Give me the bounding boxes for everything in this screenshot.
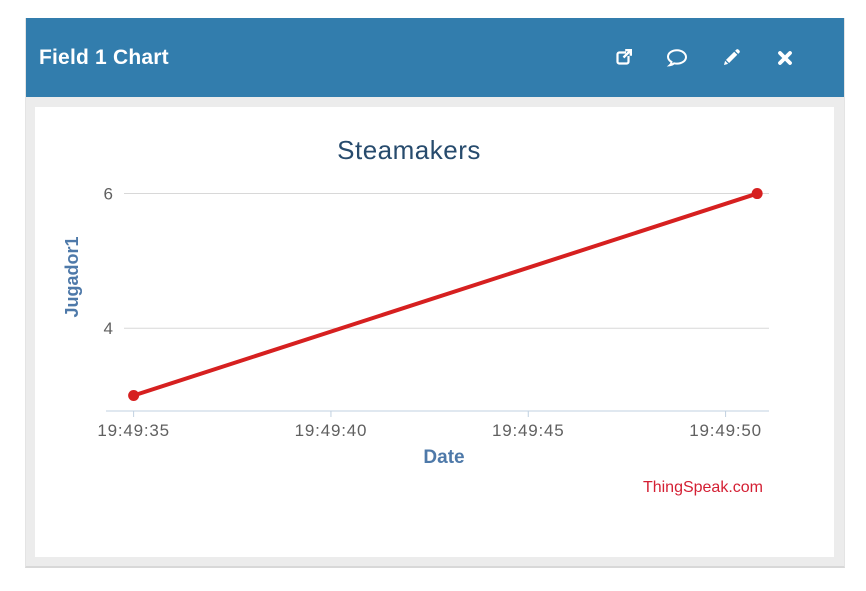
chart-title: Steamakers — [337, 135, 481, 165]
close-button[interactable] — [774, 47, 796, 69]
external-link-icon — [613, 47, 634, 68]
header-actions — [612, 47, 844, 69]
widget-body: 4 6 19:49:35 19:49:40 19:49:45 19:49:50 Steama… — [26, 97, 844, 566]
x-axis-title: Date — [423, 447, 464, 468]
field1-chart-widget: Field 1 Chart — [25, 18, 845, 568]
y-tick-label: 4 — [104, 319, 113, 338]
comment-button[interactable] — [666, 47, 688, 69]
open-external-button[interactable] — [612, 47, 634, 69]
y-axis-title: Jugador1 — [62, 236, 82, 317]
widget-title: Field 1 Chart — [39, 45, 169, 69]
pencil-icon — [721, 47, 742, 68]
edit-button[interactable] — [720, 47, 742, 69]
chart-canvas: 4 6 19:49:35 19:49:40 19:49:45 19:49:50 Steama… — [62, 135, 769, 496]
thingspeak-watermark-link[interactable]: ThingSpeak.com — [643, 479, 763, 496]
x-tick-label: 19:49:40 — [295, 421, 368, 440]
chart-panel: 4 6 19:49:35 19:49:40 19:49:45 19:49:50 Steama… — [35, 107, 834, 557]
series-line — [131, 191, 760, 398]
comment-bubble-icon — [665, 47, 689, 69]
x-tick-label: 19:49:35 — [97, 421, 170, 440]
data-point[interactable] — [128, 390, 140, 402]
close-icon — [776, 49, 794, 67]
y-tick-label: 6 — [104, 185, 113, 204]
data-point[interactable] — [751, 188, 763, 200]
x-tick-label: 19:49:50 — [689, 421, 762, 440]
widget-header: Field 1 Chart — [26, 18, 844, 97]
x-tick-label: 19:49:45 — [492, 421, 565, 440]
